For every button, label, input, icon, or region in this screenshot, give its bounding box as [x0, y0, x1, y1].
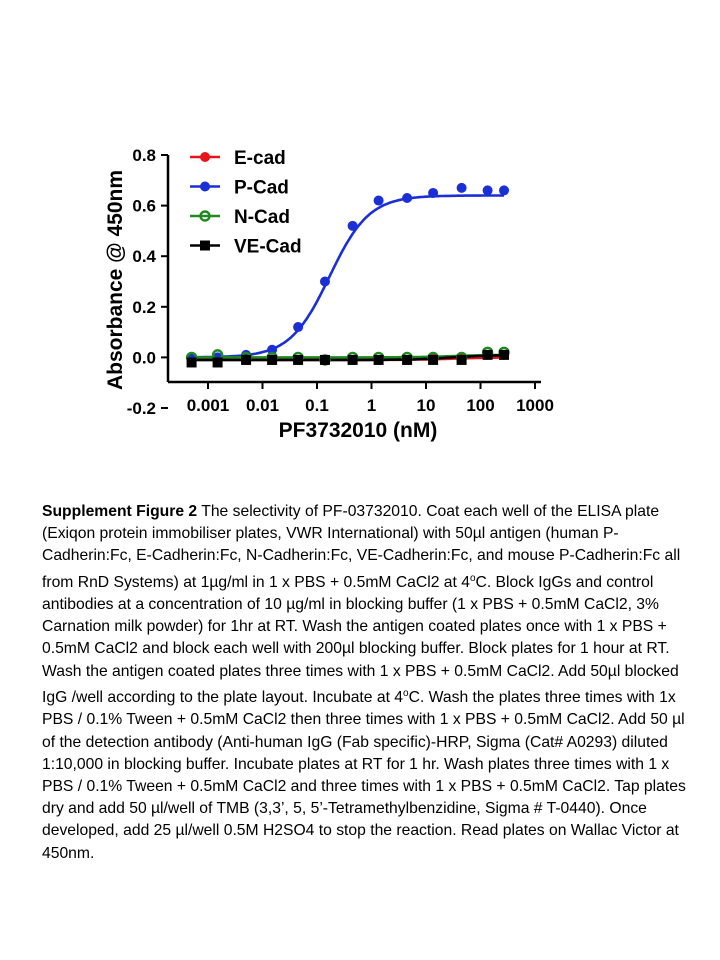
chart-container: -0.2 0.0 0.2 0.4 0.6 0.8 0.001 0.01 0.1 1 10 100 10… — [0, 0, 720, 470]
legend-marker — [199, 210, 211, 222]
y-tick-label: -0.2 — [127, 399, 156, 418]
x-ticks: 0.001 0.01 0.1 1 10 100 1000 — [187, 382, 554, 415]
ve-cad-data-point — [347, 354, 358, 365]
legend-marker — [200, 240, 210, 251]
x-tick-label: 0.1 — [305, 396, 329, 415]
p-cad-data-point — [347, 220, 358, 231]
ve-cad-data-point — [402, 354, 413, 365]
axes — [166, 155, 541, 384]
p-cad-data-point — [428, 187, 439, 198]
x-tick-label: 0.001 — [187, 396, 230, 415]
legend-marker — [200, 181, 210, 192]
ve-cad-data-point — [499, 349, 510, 360]
legend-label: E-cad — [234, 148, 286, 169]
dose-response-chart: -0.2 0.0 0.2 0.4 0.6 0.8 0.001 0.01 0.1 1 10 100 10… — [104, 146, 554, 442]
legend: E-cad P-Cad N-Cad VE-Cad — [190, 148, 302, 258]
x-tick-label: 0.01 — [246, 396, 279, 415]
ve-cad-data-point — [241, 354, 252, 365]
p-cad-data-point — [482, 185, 493, 196]
p-cad-data-point — [499, 185, 510, 196]
x-tick-label: 1 — [367, 396, 376, 415]
y-ticks: -0.2 0.0 0.2 0.4 0.6 0.8 — [127, 146, 168, 418]
ve-cad-data-point — [456, 354, 467, 365]
p-cad-data-point — [319, 276, 330, 287]
y-tick-label: 0.0 — [132, 348, 156, 367]
legend-label: P-Cad — [234, 178, 289, 199]
x-tick-label: 10 — [417, 396, 436, 415]
ve-cad-data-point — [267, 354, 278, 365]
degree-superscript: o — [469, 572, 476, 584]
p-cad-data-point — [402, 193, 413, 204]
legend-marker — [200, 152, 210, 162]
p-cad-data-point — [456, 182, 467, 193]
degree-superscript: o — [403, 687, 409, 699]
y-tick-label: 0.4 — [132, 247, 156, 266]
y-tick-label: 0.8 — [132, 146, 156, 165]
legend-label: N-Cad — [234, 207, 290, 228]
ve-cad-data-point — [428, 354, 439, 365]
x-tick-label: 100 — [466, 396, 494, 415]
caption-body-2: C. Block IgGs and control antibodies at … — [42, 573, 679, 707]
y-tick-label: 0.6 — [132, 197, 156, 216]
p-cad-data-point — [293, 322, 304, 333]
p-cad-data-point — [373, 195, 384, 206]
x-axis-title: PF3732010 (nM) — [279, 419, 438, 442]
ve-cad-data-point — [319, 354, 330, 365]
ve-cad-data-point — [293, 354, 304, 365]
data-points — [185, 182, 510, 368]
y-tick-label: 0.2 — [132, 298, 156, 317]
y-axis-title: Absorbance @ 450nm — [104, 170, 127, 390]
ve-cad-data-point — [482, 349, 493, 360]
caption-body: The selectivity of PF-03732010. Coat eac… — [42, 503, 681, 591]
ve-cad-data-point — [186, 357, 197, 368]
ve-cad-data-point — [373, 354, 384, 365]
x-tick-label: 1000 — [516, 396, 554, 415]
figure-caption: Supplement Figure 2 The selectivity of P… — [42, 501, 690, 865]
legend-label: VE-Cad — [234, 237, 302, 258]
caption-body-3: C. Wash the plates three times with 1x P… — [42, 689, 686, 862]
ve-cad-data-point — [212, 357, 223, 368]
caption-title: Supplement Figure 2 — [42, 503, 198, 520]
